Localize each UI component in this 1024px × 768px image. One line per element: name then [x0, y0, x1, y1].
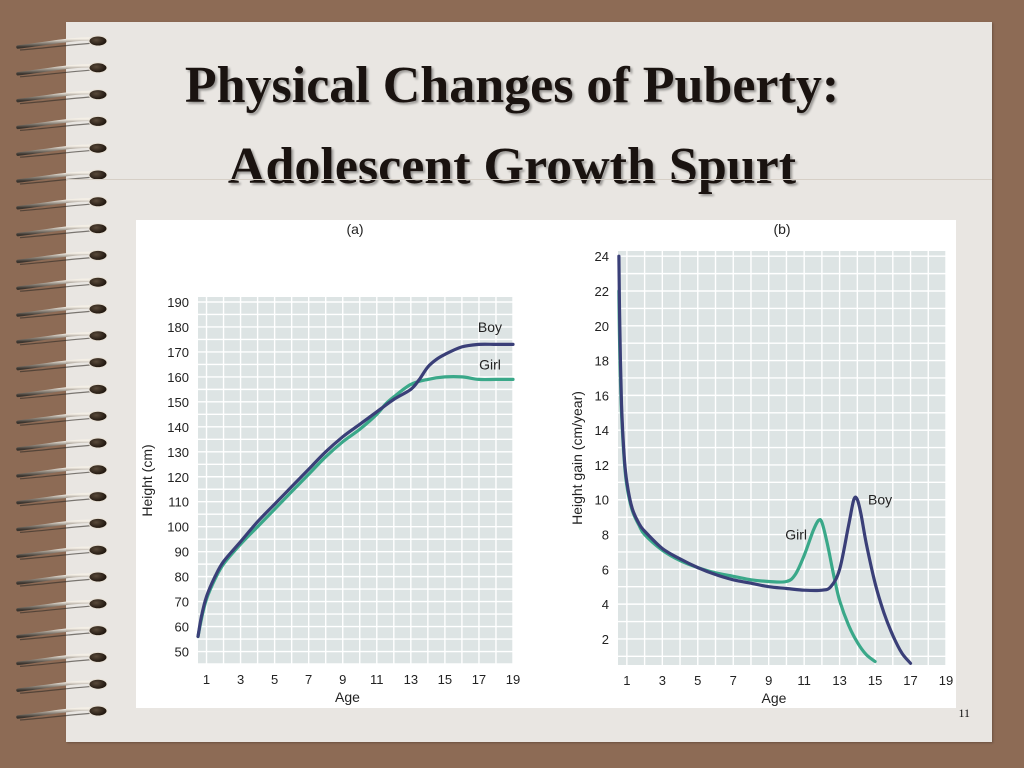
series-label-boy: Boy: [868, 492, 892, 508]
x-tick-label: 11: [797, 673, 811, 688]
spiral-ring-icon: [16, 62, 108, 78]
y-axis-label: Height gain (cm/year): [569, 391, 585, 525]
x-tick-label: 15: [438, 672, 452, 687]
x-tick-label: 3: [237, 672, 244, 687]
y-tick-label: 160: [167, 370, 189, 385]
spiral-ring-icon: [16, 196, 108, 212]
spiral-ring-icon: [16, 383, 108, 399]
spiral-ring-icon: [16, 598, 108, 614]
spiral-ring-icon: [16, 517, 108, 533]
y-axis-label: Height (cm): [139, 444, 155, 516]
title-divider: [66, 179, 992, 180]
spiral-ring-icon: [16, 303, 108, 319]
spiral-ring-icon: [16, 705, 108, 721]
y-tick-label: 90: [175, 545, 189, 560]
spiral-ring-icon: [16, 169, 108, 185]
x-tick-label: 9: [339, 672, 346, 687]
x-tick-label: 7: [305, 672, 312, 687]
x-tick-label: 7: [730, 673, 737, 688]
x-tick-label: 1: [203, 672, 210, 687]
y-tick-label: 150: [167, 395, 189, 410]
page-number: 11: [958, 706, 970, 720]
plot-area: [618, 251, 946, 665]
x-axis-label: Age: [335, 689, 360, 705]
spiral-ring-icon: [16, 223, 108, 239]
spiral-ring-icon: [16, 142, 108, 158]
y-tick-label: 10: [595, 493, 609, 508]
spiral-ring-icon: [16, 276, 108, 292]
y-tick-label: 120: [167, 470, 189, 485]
x-tick-label: 13: [404, 672, 418, 687]
series-label-girl: Girl: [785, 527, 807, 543]
panel-label: (b): [773, 221, 790, 237]
spiral-ring-icon: [16, 357, 108, 373]
y-tick-label: 2: [602, 632, 609, 647]
spiral-ring-icon: [16, 544, 108, 560]
y-tick-label: 18: [595, 354, 609, 369]
spiral-ring-icon: [16, 625, 108, 641]
chart-b: (b)1 3 5 7 9 11 13 15 17 1924681012141618202224Ag…: [569, 221, 953, 706]
spiral-ring-icon: [16, 437, 108, 453]
x-tick-label: 5: [271, 672, 278, 687]
growth-charts: (a)1 3 5 7 9 11 13 15 17 195060708090100110120130…: [139, 221, 953, 706]
plot-area: [198, 297, 513, 664]
chart-panel: (a) 1 3 5 7 9 11 13 15 17 19 50 60 70 80 90 100 110 120 130…: [136, 220, 956, 708]
panel-label: (a): [346, 221, 363, 237]
y-tick-label: 24: [595, 249, 609, 264]
spiral-ring-icon: [16, 35, 108, 51]
x-tick-label: 13: [832, 673, 846, 688]
x-tick-label: 1: [623, 673, 630, 688]
chart-a: (a)1 3 5 7 9 11 13 15 17 195060708090100110120130…: [139, 221, 520, 705]
y-tick-label: 20: [595, 319, 609, 334]
spiral-ring-icon: [16, 410, 108, 426]
x-tick-label: 9: [765, 673, 772, 688]
x-tick-label: 11: [370, 672, 384, 687]
y-tick-label: 130: [167, 445, 189, 460]
series-label-boy: Boy: [478, 319, 502, 335]
y-tick-label: 100: [167, 520, 189, 535]
x-tick-label: 17: [903, 673, 917, 688]
series-line-boy: [617, 254, 913, 665]
spiral-ring-icon: [16, 678, 108, 694]
y-tick-label: 16: [595, 388, 609, 403]
spiral-ring-icon: [16, 491, 108, 507]
y-tick-label: 60: [175, 620, 189, 635]
x-axis-label: Age: [762, 690, 787, 706]
x-tick-label: 19: [939, 673, 953, 688]
y-tick-label: 80: [175, 570, 189, 585]
spiral-binding: [16, 35, 108, 721]
y-tick-label: 70: [175, 595, 189, 610]
x-tick-label: 5: [694, 673, 701, 688]
spiral-ring-icon: [16, 115, 108, 131]
y-tick-label: 110: [168, 495, 189, 510]
x-tick-label: 15: [868, 673, 882, 688]
y-tick-label: 50: [175, 645, 189, 660]
y-tick-label: 180: [167, 320, 189, 335]
y-tick-label: 6: [602, 562, 609, 577]
slide-title-line-2: Adolescent Growth Spurt: [227, 138, 797, 195]
y-tick-label: 4: [602, 597, 609, 612]
y-tick-label: 8: [602, 528, 609, 543]
slide-title-line-1: Physical Changes of Puberty:: [184, 57, 840, 114]
x-tick-label: 17: [472, 672, 486, 687]
spiral-ring-icon: [16, 330, 108, 346]
x-tick-label: 3: [659, 673, 666, 688]
spiral-ring-icon: [16, 464, 108, 480]
spiral-ring-icon: [16, 249, 108, 265]
y-tick-label: 22: [595, 284, 609, 299]
spiral-ring-icon: [16, 89, 108, 105]
y-tick-label: 190: [167, 295, 189, 310]
spiral-ring-icon: [16, 571, 108, 587]
y-tick-label: 14: [595, 423, 609, 438]
x-tick-label: 19: [506, 672, 520, 687]
y-tick-label: 140: [167, 420, 189, 435]
spiral-ring-icon: [16, 651, 108, 667]
series-line-boy: [196, 342, 515, 639]
y-tick-label: 12: [595, 458, 609, 473]
series-label-girl: Girl: [479, 356, 501, 372]
y-tick-label: 170: [167, 345, 189, 360]
